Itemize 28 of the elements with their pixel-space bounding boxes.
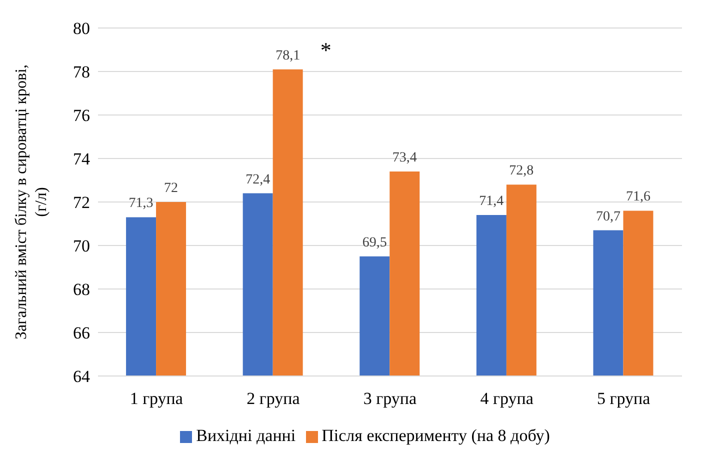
y-tick-label: 68 — [73, 280, 90, 300]
x-tick-label: 5 група — [597, 389, 651, 408]
y-tick-label: 76 — [73, 106, 90, 126]
x-tick-label: 2 група — [246, 389, 300, 408]
y-tick-label: 70 — [73, 236, 90, 256]
y-tick-label: 78 — [73, 62, 90, 82]
x-tick-label: 3 група — [363, 389, 418, 408]
y-tick-label: 64 — [73, 367, 90, 386]
annotation: * — [320, 37, 332, 62]
data-label: 71,6 — [626, 190, 650, 205]
data-label: 72,4 — [246, 172, 270, 188]
y-tick-label: 80 — [73, 19, 90, 38]
y-tick-label: 72 — [73, 193, 90, 212]
x-tick-label: 1 група — [130, 389, 184, 408]
y-tick-label: 66 — [73, 324, 90, 343]
x-tick-label: 4 група — [480, 389, 534, 408]
data-label: 69,5 — [362, 235, 387, 250]
y-axis-title: Загальний вміст білку в сироватці крові, (г/л) — [13, 64, 50, 340]
data-label: 78,1 — [276, 48, 300, 64]
data-label: 71,3 — [128, 196, 154, 212]
data-label: 72,8 — [509, 164, 534, 179]
data-label: 72 — [164, 181, 178, 196]
y-tick-label: 74 — [73, 150, 90, 169]
legend-label: Вихідні данні — [196, 426, 296, 445]
legend-label: Після експерименту (на 8 добу) — [322, 426, 550, 445]
data-label: 70,7 — [596, 209, 620, 224]
data-label: 73,4 — [392, 150, 417, 166]
data-label: 71,4 — [479, 194, 504, 210]
